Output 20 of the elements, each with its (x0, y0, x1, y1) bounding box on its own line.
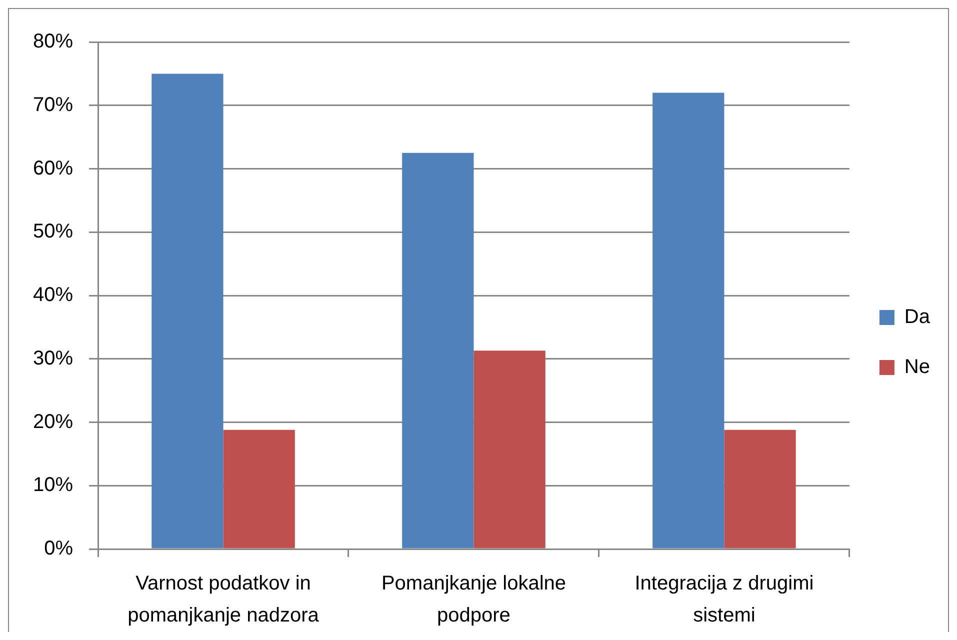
y-tick-label: 30% (33, 347, 74, 370)
y-tick-label: 80% (33, 30, 74, 53)
y-tick-label: 10% (33, 474, 74, 496)
bar (652, 92, 724, 548)
x-tick-label: Integracija z drugimi sistemi (634, 572, 814, 627)
x-tick-label: Pomanjkanje lokalne podpore (381, 572, 566, 627)
legend-label: Da (904, 306, 931, 328)
bar (474, 350, 546, 548)
y-tick-label: 0% (44, 538, 74, 560)
bar (223, 430, 295, 548)
legend-label: Ne (904, 356, 930, 378)
y-tick-label: 50% (33, 220, 74, 243)
y-tick-label: 70% (33, 94, 74, 116)
bar (152, 74, 224, 548)
y-tick-label: 60% (33, 157, 74, 180)
y-tick-label: 40% (33, 284, 74, 306)
x-tick-label: Varnost podatkov in pomanjkanje nadzora (128, 572, 320, 627)
y-tick-label: 20% (33, 410, 74, 433)
bar (724, 430, 796, 548)
bar (402, 152, 474, 548)
